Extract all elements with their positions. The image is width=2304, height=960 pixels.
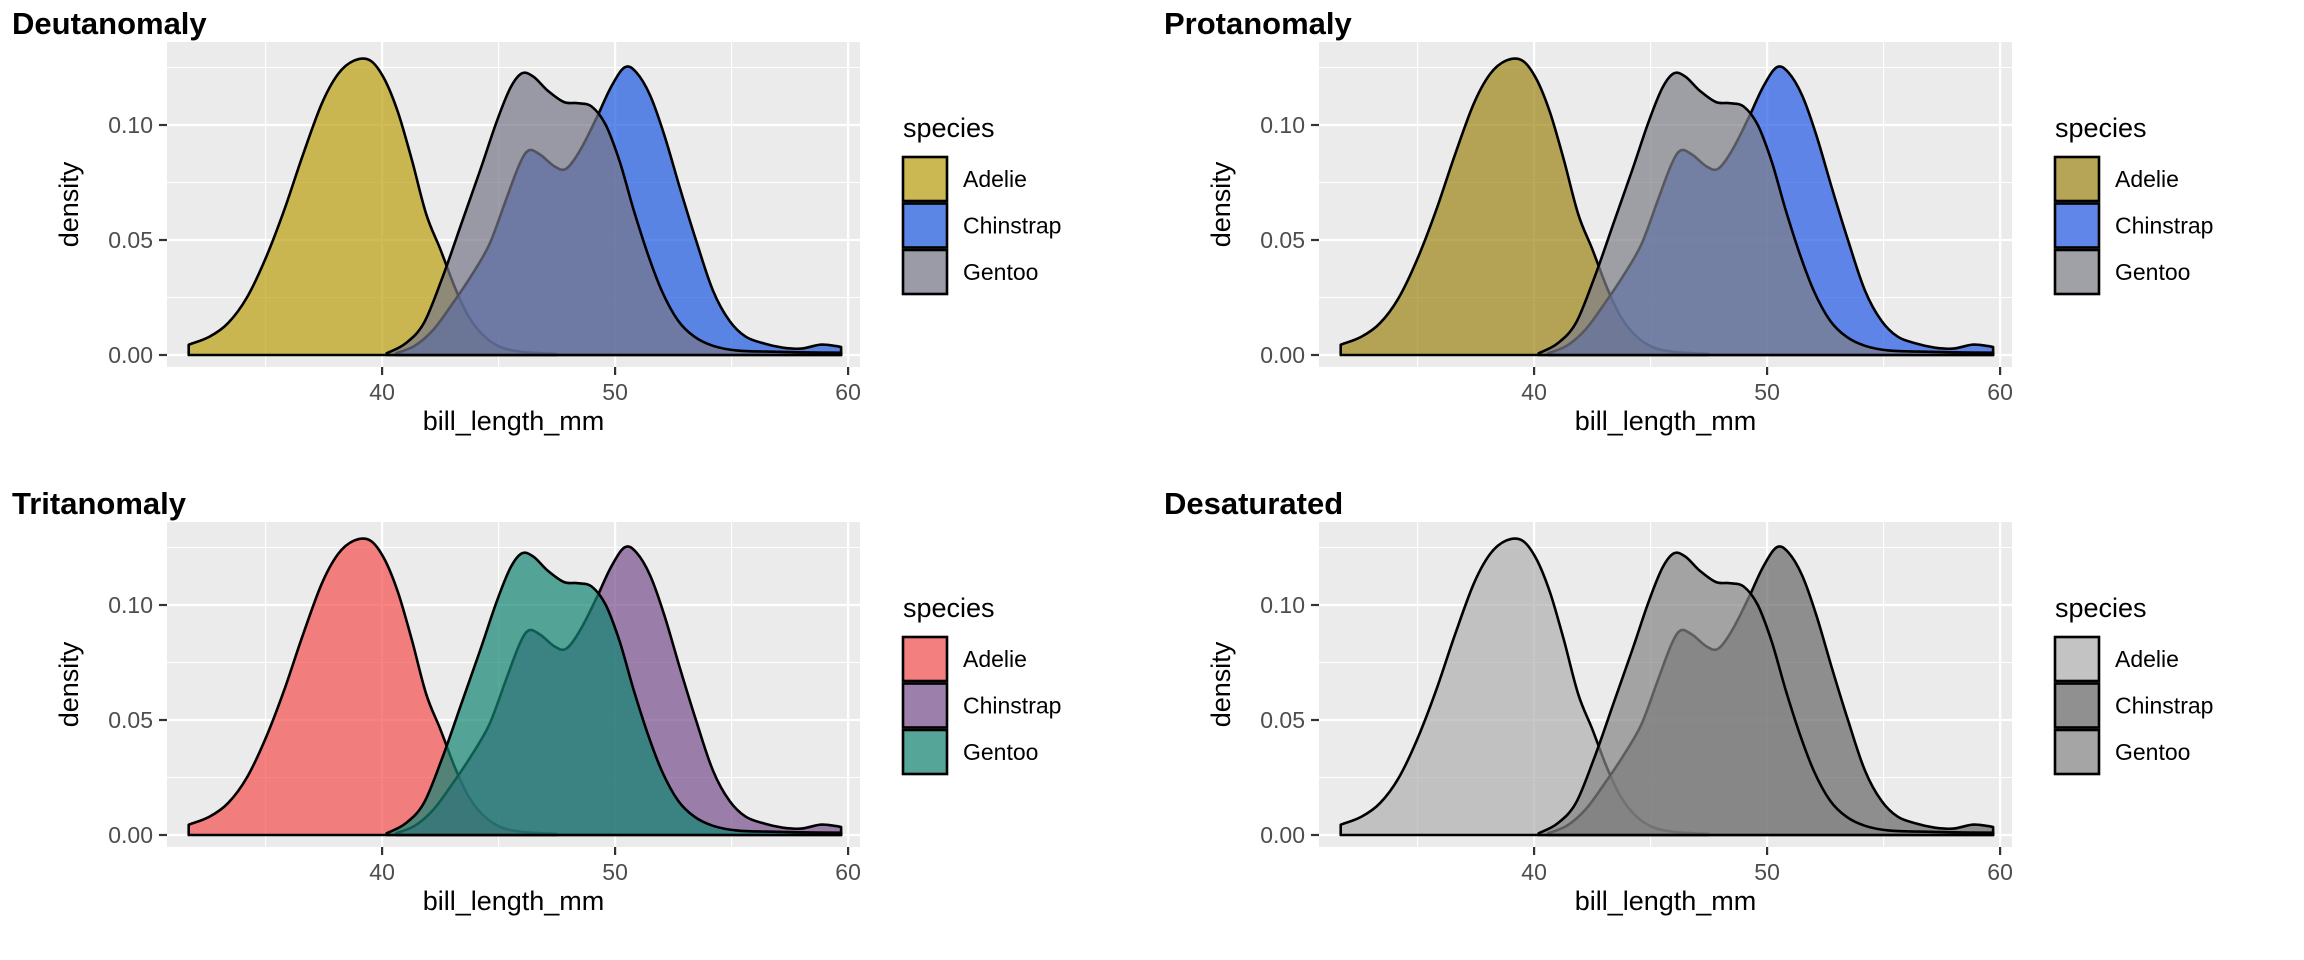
x-axis-title: bill_length_mm (423, 406, 605, 436)
legend-title: species (2055, 113, 2147, 143)
legend-swatch-adelie (2053, 155, 2101, 203)
plot-title-tritanomaly: Tritanomaly (12, 486, 186, 521)
legend-key-adelie: Adelie (2053, 635, 2179, 683)
x-tick-label: 50 (602, 379, 628, 405)
legend-label-gentoo: Gentoo (2115, 739, 2190, 765)
legend-key-gentoo: Gentoo (2053, 728, 2190, 776)
legend-key-gentoo: Gentoo (901, 728, 1038, 776)
legend-title: species (903, 593, 995, 623)
legend-swatch-adelie (2053, 635, 2101, 683)
legend-label-adelie: Adelie (2115, 646, 2179, 672)
legend-label-gentoo: Gentoo (2115, 259, 2190, 285)
plot-tritanomaly: Tritanomaly 40 50 60 0.00 0.05 0.10 bill_lengt… (0, 480, 1152, 960)
density-curve-gentoo (1537, 71, 1995, 357)
legend-key-adelie: Adelie (901, 635, 1027, 683)
x-axis-title: bill_length_mm (1575, 406, 1757, 436)
legend-swatch-adelie (901, 635, 949, 683)
legend-label-gentoo: Gentoo (963, 259, 1038, 285)
y-axis-title: density (54, 161, 84, 247)
y-axis-title: density (1206, 161, 1236, 247)
x-tick-label: 40 (369, 859, 395, 885)
y-tick-label: 0.10 (1260, 592, 1305, 618)
x-tick-label: 60 (1987, 859, 2013, 885)
legend-label-adelie: Adelie (963, 646, 1027, 672)
x-tick-label: 50 (602, 859, 628, 885)
plot-title-desaturated: Desaturated (1164, 486, 1344, 521)
x-axis-title: bill_length_mm (1575, 886, 1757, 916)
y-tick-label: 0.00 (1260, 342, 1305, 368)
legend-swatch-chinstrap (901, 202, 949, 249)
density-chart-tritanomaly: 40 50 60 0.00 0.05 0.10 bill_length_mm density s… (54, 522, 1061, 916)
legend-key-chinstrap: Chinstrap (2053, 202, 2213, 249)
legend-label-chinstrap: Chinstrap (2115, 693, 2213, 719)
y-tick-label: 0.05 (1260, 227, 1305, 253)
legend-label-gentoo: Gentoo (963, 739, 1038, 765)
legend-key-gentoo: Gentoo (2053, 248, 2190, 296)
legend: species Adelie Chinstrap Gentoo (901, 593, 1061, 776)
legend-key-adelie: Adelie (901, 155, 1027, 203)
x-tick-label: 40 (1521, 379, 1547, 405)
legend-swatch-chinstrap (901, 682, 949, 729)
plot-deutanomaly: Deutanomaly 40 50 60 0.00 0.05 0.10 bill_lengt… (0, 0, 1152, 480)
legend-key-chinstrap: Chinstrap (2053, 682, 2213, 729)
legend-swatch-gentoo (2053, 248, 2101, 296)
legend-swatch-chinstrap (2053, 682, 2101, 729)
legend-swatch-chinstrap (2053, 202, 2101, 249)
legend-swatch-gentoo (901, 728, 949, 776)
x-tick-label: 40 (1521, 859, 1547, 885)
y-tick-label: 0.10 (108, 112, 153, 138)
legend: species Adelie Chinstrap Gentoo (2053, 593, 2213, 776)
x-tick-label: 60 (835, 859, 861, 885)
y-tick-label: 0.05 (1260, 707, 1305, 733)
y-tick-label: 0.00 (108, 822, 153, 848)
x-tick-label: 40 (369, 379, 395, 405)
legend-key-chinstrap: Chinstrap (901, 202, 1061, 249)
y-axis-title: density (1206, 641, 1236, 727)
y-tick-label: 0.00 (1260, 822, 1305, 848)
density-chart-deutanomaly: 40 50 60 0.00 0.05 0.10 bill_length_mm density s… (54, 42, 1061, 436)
legend-title: species (903, 113, 995, 143)
legend-label-chinstrap: Chinstrap (963, 213, 1061, 239)
y-axis-title: density (54, 641, 84, 727)
legend-swatch-gentoo (901, 248, 949, 296)
legend-label-adelie: Adelie (963, 166, 1027, 192)
legend-title: species (2055, 593, 2147, 623)
x-tick-label: 60 (1987, 379, 2013, 405)
legend-swatch-gentoo (2053, 728, 2101, 776)
density-chart-desaturated: 40 50 60 0.00 0.05 0.10 bill_length_mm density s… (1206, 522, 2213, 916)
density-chart-protanomaly: 40 50 60 0.00 0.05 0.10 bill_length_mm density s… (1206, 42, 2213, 436)
y-tick-label: 0.00 (108, 342, 153, 368)
legend-label-chinstrap: Chinstrap (2115, 213, 2213, 239)
y-tick-label: 0.05 (108, 707, 153, 733)
plot-title-deutanomaly: Deutanomaly (12, 6, 207, 41)
legend-label-chinstrap: Chinstrap (963, 693, 1061, 719)
y-tick-label: 0.10 (1260, 112, 1305, 138)
plot-title-protanomaly: Protanomaly (1164, 6, 1352, 41)
legend-swatch-adelie (901, 155, 949, 203)
legend: species Adelie Chinstrap Gentoo (901, 113, 1061, 296)
y-tick-label: 0.10 (108, 592, 153, 618)
density-curve-gentoo (385, 71, 843, 357)
x-tick-label: 50 (1754, 379, 1780, 405)
x-tick-label: 60 (835, 379, 861, 405)
x-axis-title: bill_length_mm (423, 886, 605, 916)
density-curve-gentoo (385, 551, 843, 837)
y-tick-label: 0.05 (108, 227, 153, 253)
legend-label-adelie: Adelie (2115, 166, 2179, 192)
legend-key-gentoo: Gentoo (901, 248, 1038, 296)
density-curve-gentoo (1537, 551, 1995, 837)
legend: species Adelie Chinstrap Gentoo (2053, 113, 2213, 296)
legend-key-adelie: Adelie (2053, 155, 2179, 203)
plot-protanomaly: Protanomaly 40 50 60 0.00 0.05 0.10 bill_lengt… (1152, 0, 2304, 480)
x-tick-label: 50 (1754, 859, 1780, 885)
legend-key-chinstrap: Chinstrap (901, 682, 1061, 729)
plot-desaturated: Desaturated 40 50 60 0.00 0.05 0.10 bill_lengt… (1152, 480, 2304, 960)
